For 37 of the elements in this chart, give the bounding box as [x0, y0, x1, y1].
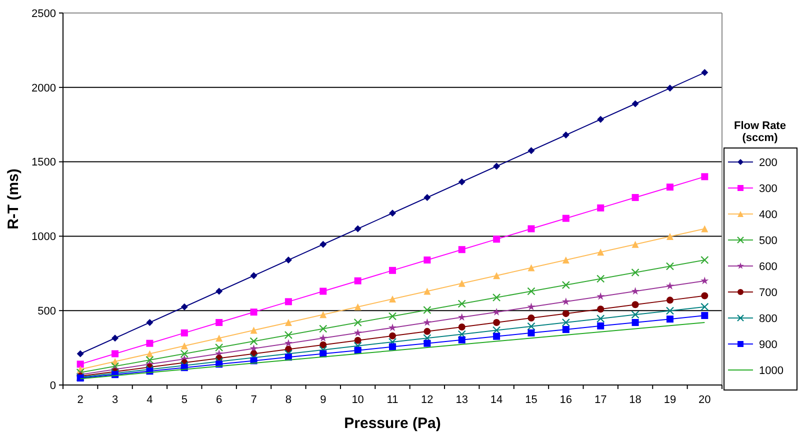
y-tick-label: 2000	[32, 82, 56, 94]
x-tick-label: 3	[112, 394, 118, 406]
x-tick-label: 17	[594, 394, 607, 406]
x-tick-label: 19	[664, 394, 676, 406]
legend-label: 900	[759, 338, 778, 351]
legend-label: 300	[759, 182, 778, 195]
x-tick-label: 4	[146, 394, 153, 406]
legend-label: 800	[759, 312, 778, 325]
x-tick-label: 14	[490, 394, 503, 406]
x-tick-label: 5	[181, 394, 188, 406]
x-tick-label: 9	[320, 394, 326, 406]
x-tick-label: 8	[285, 394, 292, 406]
x-tick-label: 6	[216, 394, 222, 406]
x-tick-label: 18	[629, 394, 642, 406]
legend-label: 400	[759, 208, 778, 221]
y-axis-title: R-T (ms)	[5, 168, 22, 230]
y-tick-label: 1500	[32, 156, 56, 169]
x-tick-label: 10	[352, 394, 364, 406]
legend-label: 200	[759, 156, 778, 169]
legend-label: 700	[759, 286, 778, 299]
legend-label: 500	[759, 234, 778, 247]
x-tick-label: 12	[421, 394, 434, 406]
x-tick-label: 15	[525, 394, 538, 406]
x-tick-label: 20	[698, 394, 711, 406]
legend-title: Flow Rate (sccm)	[734, 120, 786, 144]
x-tick-label: 7	[250, 394, 257, 406]
y-tick-label: 1000	[32, 231, 56, 244]
y-tick-label: 500	[38, 305, 56, 318]
legend-label: 1000	[759, 364, 784, 377]
x-axis-title: Pressure (Pa)	[344, 415, 441, 432]
x-tick-label: 2	[77, 394, 84, 406]
legend-label: 600	[759, 260, 778, 273]
y-tick-label: 2500	[32, 8, 56, 20]
x-tick-label: 11	[386, 394, 398, 406]
x-tick-label: 16	[560, 394, 572, 406]
y-tick-label: 0	[50, 380, 56, 392]
x-tick-label: 13	[456, 394, 468, 406]
